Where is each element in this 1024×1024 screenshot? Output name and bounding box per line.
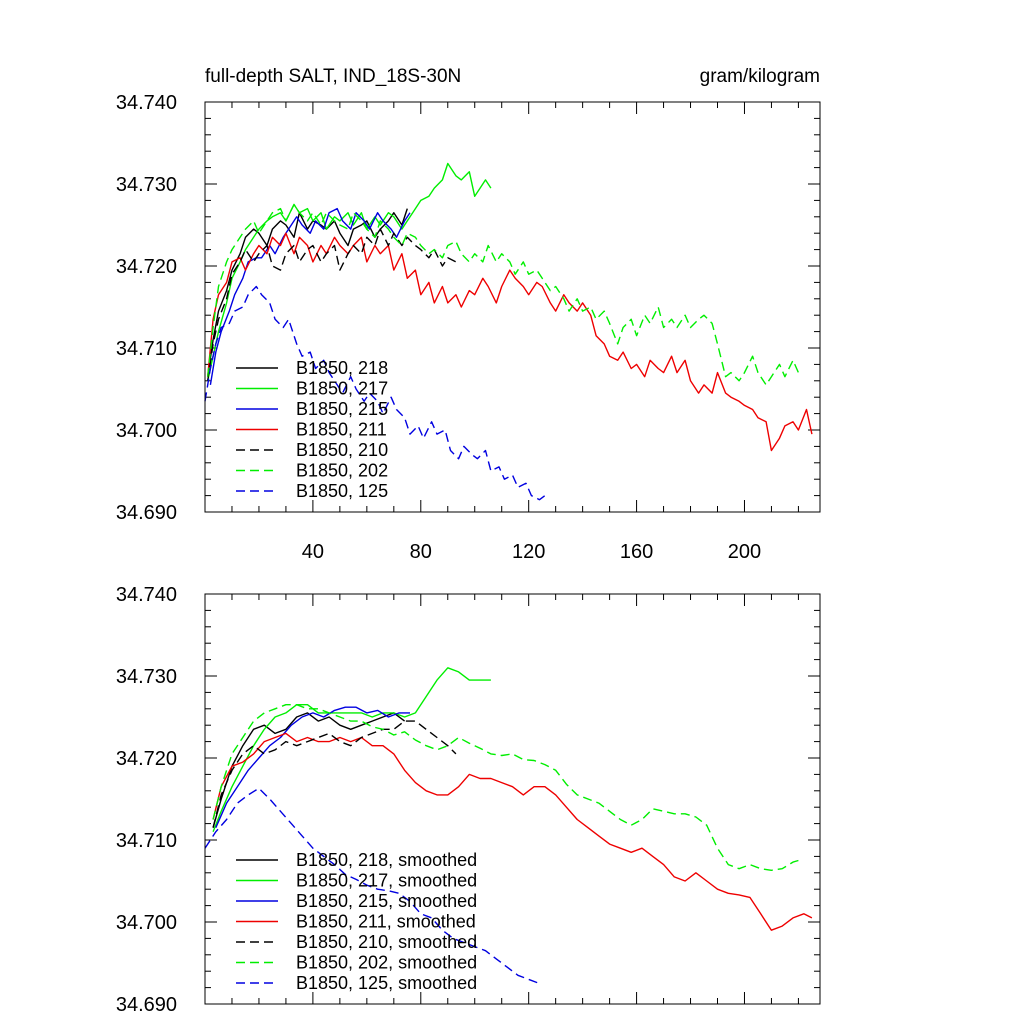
y-tick-label: 34.720 bbox=[116, 256, 177, 278]
legend-label: B1850, 202 bbox=[296, 461, 388, 481]
x-tick-label: 160 bbox=[620, 541, 653, 563]
y-tick-label: 34.740 bbox=[116, 92, 177, 114]
y-tick-label: 34.740 bbox=[116, 584, 177, 606]
top-panel-ticks: 34.690 34.700 34.710 34.720 34.730 34.740 40 80… bbox=[116, 92, 820, 563]
y-tick-label: 34.690 bbox=[116, 502, 177, 524]
series-line-2 bbox=[212, 667, 491, 833]
series-line-1 bbox=[207, 208, 408, 377]
legend-label: B1850, 202, smoothed bbox=[296, 953, 477, 973]
series-line-5 bbox=[207, 228, 457, 381]
legend-label: B1850, 218, smoothed bbox=[296, 850, 477, 870]
legend-label: B1850, 215, smoothed bbox=[296, 891, 477, 911]
x-tick-label: 120 bbox=[512, 541, 545, 563]
legend-label: B1850, 125 bbox=[296, 481, 388, 501]
legend-label: B1850, 125, smoothed bbox=[296, 973, 477, 993]
y-tick-label: 34.710 bbox=[116, 338, 177, 360]
legend-label: B1850, 217 bbox=[296, 379, 388, 399]
x-tick-label: 80 bbox=[410, 541, 432, 563]
legend-label: B1850, 210 bbox=[296, 440, 388, 460]
x-tick-label: 200 bbox=[728, 541, 761, 563]
y-tick-label: 34.730 bbox=[116, 666, 177, 688]
bottom-panel-ticks: 34.690 34.700 34.710 34.720 34.730 34.740 bbox=[116, 584, 820, 1016]
series-line-6 bbox=[212, 704, 799, 871]
series-line-7 bbox=[204, 787, 540, 985]
y-tick-label: 34.690 bbox=[116, 994, 177, 1016]
series-line-4 bbox=[212, 732, 813, 931]
legend-label: B1850, 217, smoothed bbox=[296, 871, 477, 891]
legend-label: B1850, 211 bbox=[296, 420, 387, 440]
series-line-5 bbox=[212, 720, 457, 828]
series-line-6 bbox=[207, 203, 800, 386]
top-panel-series bbox=[204, 162, 813, 501]
bottom-panel-series bbox=[204, 667, 813, 985]
top-panel-title: full-depth SALT, IND_18S-30N bbox=[205, 66, 461, 87]
series-line-1 bbox=[212, 712, 406, 828]
legend-label: B1850, 211, smoothed bbox=[296, 912, 476, 932]
series-line-3 bbox=[215, 706, 410, 828]
y-tick-label: 34.720 bbox=[116, 748, 177, 770]
series-line-7 bbox=[204, 285, 546, 501]
x-tick-label: 40 bbox=[302, 541, 324, 563]
series-line-2 bbox=[207, 162, 492, 381]
legend-label: B1850, 215 bbox=[296, 399, 388, 419]
y-tick-label: 34.730 bbox=[116, 174, 177, 196]
series-line-4 bbox=[207, 232, 813, 452]
y-tick-label: 34.700 bbox=[116, 912, 177, 934]
series-line-3 bbox=[209, 207, 411, 386]
legend-label: B1850, 210, smoothed bbox=[296, 932, 477, 952]
bottom-panel: 34.690 34.700 34.710 34.720 34.730 34.740 B18… bbox=[116, 584, 821, 1016]
bottom-panel-frame bbox=[204, 593, 821, 1005]
y-tick-label: 34.700 bbox=[116, 420, 177, 442]
legend-label: B1850, 218 bbox=[296, 358, 388, 378]
y-tick-label: 34.710 bbox=[116, 830, 177, 852]
top-panel: full-depth SALT, IND_18S-30N gram/kilogr… bbox=[116, 66, 821, 563]
top-panel-frame bbox=[204, 101, 821, 513]
units-label: gram/kilogram bbox=[700, 66, 820, 87]
